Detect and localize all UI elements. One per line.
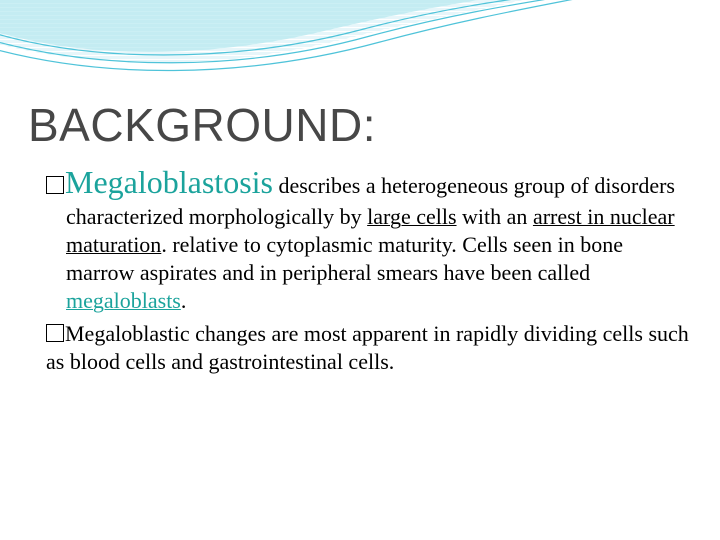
p1-seg-d: . xyxy=(181,288,187,313)
p2-text: Megaloblastic changes are most apparent … xyxy=(46,321,689,374)
term-large-cells: large cells xyxy=(367,204,456,229)
slide-content: BACKGROUND: Megaloblastosis describes a … xyxy=(28,98,692,380)
term-megaloblastosis: Megaloblastosis xyxy=(65,164,273,200)
term-megaloblasts: megaloblasts xyxy=(66,288,181,313)
p1-seg-b: with an xyxy=(457,204,533,229)
bullet-icon xyxy=(46,324,64,342)
bullet-icon xyxy=(46,176,64,194)
header-wave-decoration xyxy=(0,0,720,95)
paragraph-2: Megaloblastic changes are most apparent … xyxy=(46,320,692,376)
slide-body: Megaloblastosis describes a heterogeneou… xyxy=(28,162,692,376)
slide-title: BACKGROUND: xyxy=(28,98,692,152)
paragraph-1: Megaloblastosis describes a heterogeneou… xyxy=(46,162,692,316)
